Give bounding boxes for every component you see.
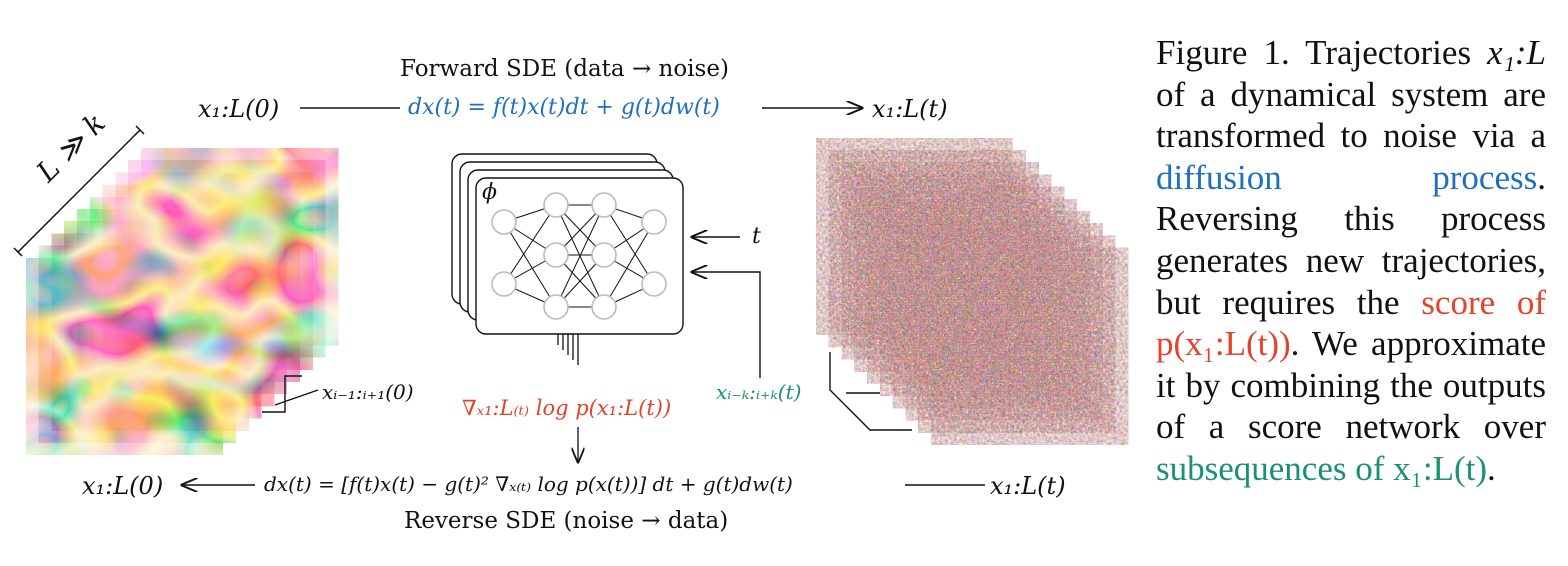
forward-equation: dx(t) = f(t)x(t)dt + g(t)dw(t) bbox=[408, 95, 720, 120]
data-frame bbox=[24, 256, 225, 457]
caption-part3: . Reversing this process generates new t… bbox=[1156, 157, 1546, 322]
network-node bbox=[591, 242, 617, 268]
subsequence-input-arrow bbox=[692, 272, 761, 378]
reverse-left-label: x₁:L(0) bbox=[82, 472, 164, 500]
network-edge bbox=[603, 204, 655, 285]
noise-trajectory-stack bbox=[814, 136, 1130, 447]
network-edge bbox=[603, 221, 655, 308]
network-edge bbox=[555, 204, 605, 308]
score-network bbox=[451, 153, 761, 462]
score-output-label: ∇ₓ₁:L₍ₜ₎ log p(x₁:L(t)) bbox=[462, 396, 672, 420]
caption-part4: . We approximate it by combining the out… bbox=[1156, 324, 1546, 447]
network-node bbox=[591, 294, 617, 320]
noise-frame bbox=[814, 136, 1015, 337]
caption-link-diffusion: diffusion process bbox=[1156, 157, 1538, 197]
caption-link-score: score of p(x₁:L(t)) bbox=[1156, 282, 1546, 364]
length-bracket bbox=[13, 125, 145, 257]
caption-part1: Trajectories bbox=[1305, 33, 1472, 72]
reverse-sde-title: Reverse SDE (noise → data) bbox=[404, 508, 729, 534]
network-node bbox=[591, 192, 617, 218]
network-node bbox=[491, 209, 517, 235]
caption-part5: . bbox=[1487, 448, 1496, 488]
reverse-equation: dx(t) = [f(t)x(t) − g(t)² ∇ₓ₍ₜ₎ log p(x(… bbox=[264, 472, 793, 496]
window-bracket-right bbox=[829, 352, 912, 431]
time-input-label: t bbox=[752, 224, 761, 249]
reverse-right-label: x₁:L(t) bbox=[990, 472, 1066, 500]
network-output-lines bbox=[557, 334, 578, 462]
caption-var1: x₁:L bbox=[1487, 33, 1546, 72]
caption-link-subsequences: subsequences of x₁:L(t) bbox=[1156, 448, 1487, 488]
network-node bbox=[641, 271, 667, 297]
network-edge bbox=[503, 221, 557, 308]
forward-sde-title: Forward SDE (data → noise) bbox=[400, 56, 729, 82]
network-param-label: ϕ bbox=[482, 180, 497, 205]
network-node bbox=[543, 242, 569, 268]
right-window-label: xᵢ₋ₖ:ᵢ₊ₖ(t) bbox=[716, 380, 802, 404]
caption-lead: Figure 1. bbox=[1156, 33, 1290, 72]
diffusion-diagram: Forward SDE (data → noise) x₁:L(0) dx(t)… bbox=[13, 0, 1130, 562]
forward-left-label: x₁:L(0) bbox=[198, 95, 280, 123]
network-node bbox=[543, 294, 569, 320]
figure-caption: Figure 1. Trajectories x₁:L of a dynamic… bbox=[1156, 32, 1546, 490]
window-bracket-left bbox=[262, 375, 302, 413]
network-edge bbox=[503, 204, 557, 285]
data-trajectory-stack bbox=[13, 125, 340, 457]
forward-right-label: x₁:L(t) bbox=[872, 95, 948, 123]
diagram-canvas bbox=[13, 0, 1130, 562]
caption-part2: of a dynamical system are transformed to… bbox=[1156, 74, 1546, 156]
left-window-label: xᵢ₋₁:ᵢ₊₁(0) bbox=[322, 380, 414, 404]
network-node bbox=[641, 209, 667, 235]
network-node bbox=[491, 271, 517, 297]
network-node bbox=[543, 192, 569, 218]
